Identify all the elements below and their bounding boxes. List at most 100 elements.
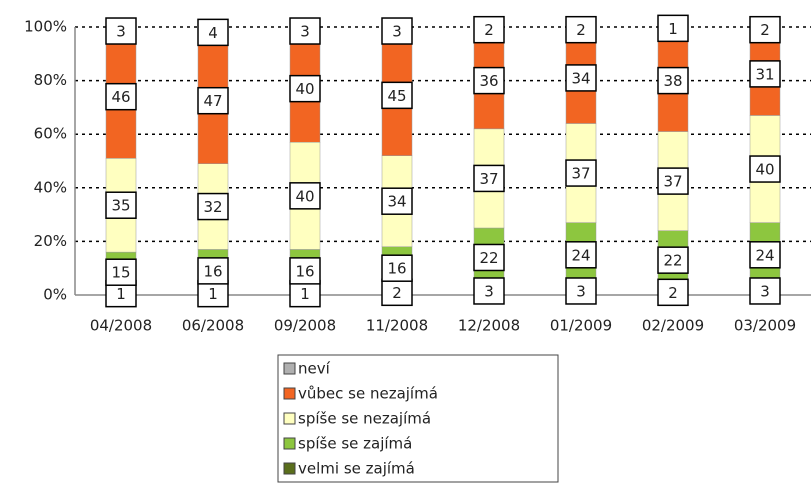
label-box xyxy=(381,254,413,282)
label-box xyxy=(657,278,689,307)
label-box xyxy=(749,155,781,183)
label-box xyxy=(565,64,597,92)
data-label: 40 xyxy=(295,80,314,98)
data-label: 40 xyxy=(755,161,774,179)
data-label: 24 xyxy=(755,246,774,264)
data-label: 2 xyxy=(668,284,678,302)
label-box xyxy=(565,277,597,305)
label-box xyxy=(749,241,781,269)
label-box xyxy=(565,159,597,187)
y-tick-label: 40% xyxy=(34,178,67,196)
label-box xyxy=(749,277,781,305)
label-box xyxy=(105,82,137,111)
data-label: 2 xyxy=(576,21,586,39)
data-label: 16 xyxy=(203,262,222,280)
label-box xyxy=(197,257,229,285)
legend-label: velmi se zajímá xyxy=(298,460,415,478)
label-box xyxy=(657,167,689,195)
data-label: 37 xyxy=(571,165,590,183)
data-label: 34 xyxy=(571,69,590,87)
label-box xyxy=(381,17,413,45)
data-label: 3 xyxy=(760,282,770,300)
data-label: 47 xyxy=(203,92,222,110)
x-tick-label: 12/2008 xyxy=(458,317,520,335)
data-label: 40 xyxy=(295,187,314,205)
data-label: 2 xyxy=(484,21,494,39)
label-box xyxy=(197,192,229,221)
legend-swatch xyxy=(283,387,296,400)
data-label: 37 xyxy=(663,173,682,191)
x-tick-label: 11/2008 xyxy=(366,317,428,335)
legend-label: spíše se nezajímá xyxy=(298,410,431,428)
data-label: 2 xyxy=(760,21,770,39)
x-tick-label: 02/2009 xyxy=(642,317,704,335)
label-box xyxy=(289,182,321,210)
legend-swatch xyxy=(283,462,296,475)
x-tick-label: 09/2008 xyxy=(274,317,336,335)
data-label: 1 xyxy=(668,20,678,38)
y-tick-label: 100% xyxy=(24,18,67,36)
y-tick-label: 20% xyxy=(34,232,67,250)
x-tick-label: 04/2008 xyxy=(90,317,152,335)
data-label: 35 xyxy=(111,197,130,215)
label-box xyxy=(565,241,597,269)
label-box xyxy=(657,66,689,95)
data-label: 3 xyxy=(116,23,126,41)
legend-label: spíše se zajímá xyxy=(298,435,412,453)
data-label: 15 xyxy=(111,264,130,282)
label-box xyxy=(289,279,321,308)
label-box xyxy=(657,14,689,43)
data-label: 3 xyxy=(484,282,494,300)
data-label: 46 xyxy=(111,88,130,106)
label-box xyxy=(289,74,321,103)
label-box xyxy=(289,257,321,285)
data-label: 1 xyxy=(116,285,126,303)
data-label: 34 xyxy=(387,193,406,211)
data-label: 3 xyxy=(392,23,402,41)
x-tick-label: 03/2009 xyxy=(734,317,796,335)
y-tick-label: 60% xyxy=(34,125,67,143)
data-label: 36 xyxy=(479,72,498,90)
label-box xyxy=(473,66,505,95)
label-box xyxy=(105,258,137,286)
label-box xyxy=(197,18,229,47)
label-box xyxy=(197,86,229,115)
legend-label: vůbec se nezajímá xyxy=(298,385,438,403)
data-label: 16 xyxy=(387,260,406,278)
data-label: 3 xyxy=(576,282,586,300)
legend-swatch xyxy=(283,362,296,375)
data-label: 22 xyxy=(479,249,498,267)
data-label: 31 xyxy=(755,65,774,83)
label-box xyxy=(381,187,413,215)
label-box xyxy=(105,191,137,219)
data-label: 22 xyxy=(663,252,682,270)
label-box xyxy=(381,81,413,110)
label-box xyxy=(473,277,505,305)
data-label: 4 xyxy=(208,24,218,42)
data-label: 2 xyxy=(392,284,402,302)
label-box xyxy=(289,17,321,45)
data-label: 32 xyxy=(203,198,222,216)
data-label: 1 xyxy=(208,285,218,303)
x-tick-label: 01/2009 xyxy=(550,317,612,335)
label-box xyxy=(473,243,505,272)
label-box xyxy=(749,15,781,44)
legend-label: neví xyxy=(298,360,331,378)
label-box xyxy=(565,15,597,44)
data-label: 37 xyxy=(479,170,498,188)
data-label: 16 xyxy=(295,262,314,280)
legend-swatch xyxy=(283,437,296,450)
data-label: 38 xyxy=(663,72,682,90)
y-tick-label: 80% xyxy=(34,71,67,89)
y-tick-label: 0% xyxy=(43,286,67,304)
data-label: 3 xyxy=(300,23,310,41)
legend-swatch xyxy=(283,412,296,425)
legend-box xyxy=(277,354,559,483)
data-label: 1 xyxy=(300,285,310,303)
label-box xyxy=(749,60,781,88)
label-box xyxy=(473,15,505,44)
label-box xyxy=(657,246,689,274)
label-box xyxy=(105,17,137,45)
data-label: 45 xyxy=(387,87,406,105)
